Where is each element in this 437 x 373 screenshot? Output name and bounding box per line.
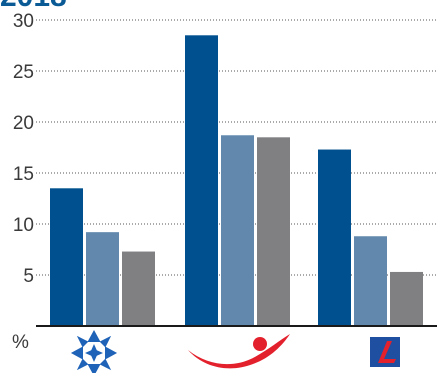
red-swoosh-logo [188,334,290,369]
bar-blue-red-tile-logo-series-1 [318,149,351,326]
y-tick-label-30: 30 [13,11,34,32]
bars [50,35,423,327]
bar-blue-red-tile-logo-series-2 [354,236,387,326]
y-tick-label-15: 15 [13,164,34,185]
y-tick-label-25: 25 [13,62,34,83]
y-tick-label-5: 5 [23,266,34,287]
star-quilt-icon [70,329,118,373]
chart-title-fragment: 2018 [0,0,67,13]
tile-mark-icon [378,341,396,363]
bar-blue-star-logo-series-2 [86,232,119,326]
swoosh-dot-icon [253,337,267,351]
bar-red-swoosh-logo-series-2 [221,135,254,326]
bar-red-swoosh-logo-series-3 [257,137,290,326]
y-axis-ticks: 5 10 15 20 25 30 [13,11,34,287]
bar-red-swoosh-logo-series-1 [185,35,218,327]
y-tick-label-10: 10 [13,215,34,236]
y-tick-label-20: 20 [13,113,34,134]
y-axis-unit-label: % [12,332,29,353]
swoosh-icon [188,334,290,369]
bar-blue-red-tile-logo-series-3 [390,271,423,326]
bar-blue-star-logo-series-1 [50,188,83,326]
bar-blue-star-logo-series-3 [122,251,155,326]
blue-red-tile-logo [370,337,400,367]
blue-star-logo [70,329,118,373]
